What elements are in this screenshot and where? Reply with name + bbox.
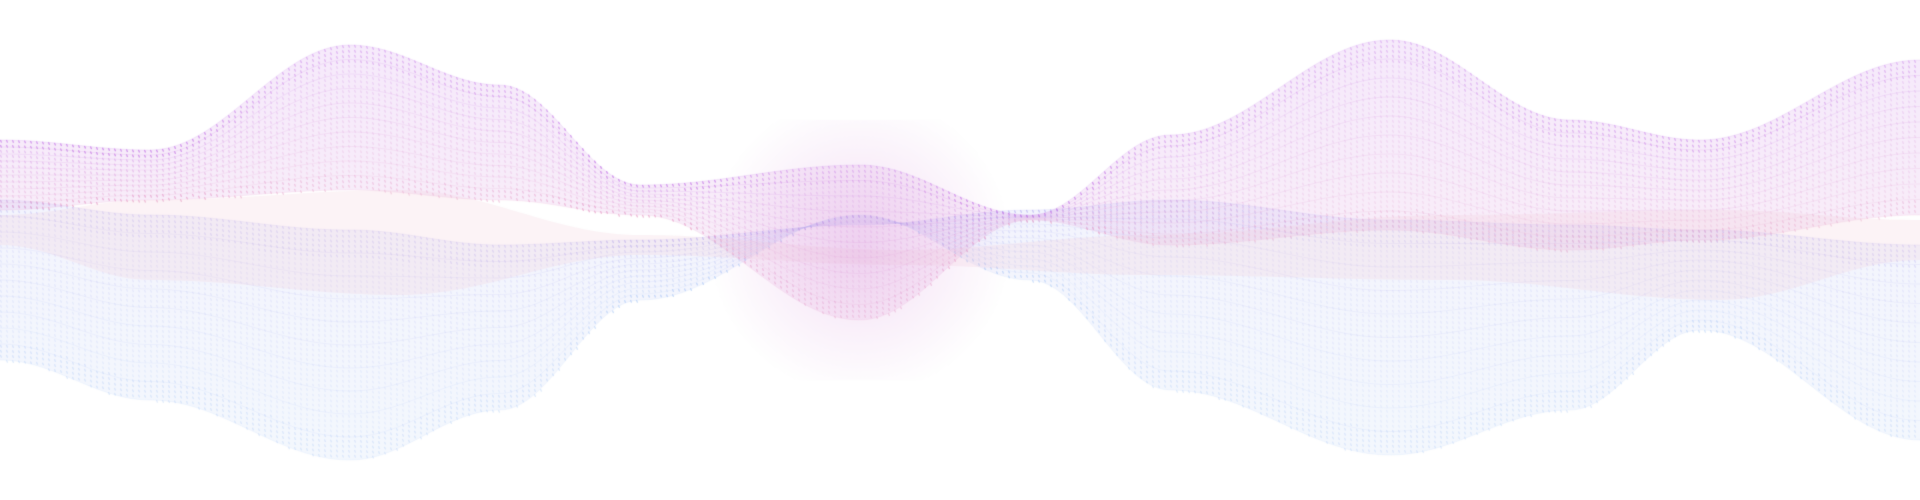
wave-banner [0,0,1920,500]
ribbon-wave-graphic [0,0,1920,500]
